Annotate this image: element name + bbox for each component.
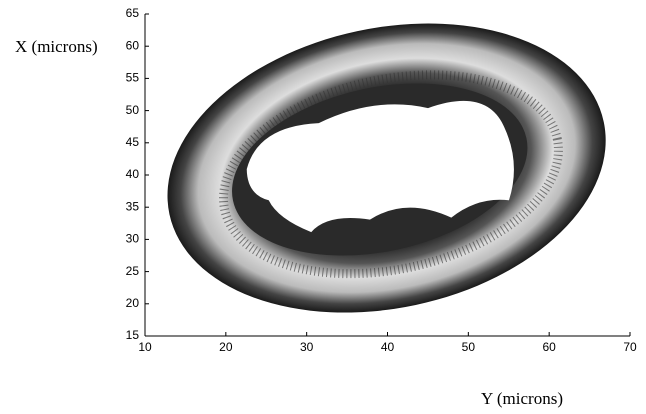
- x-tick-label: 30: [300, 340, 314, 354]
- x-tick-label: 20: [219, 340, 233, 354]
- y-tick-label: 25: [126, 264, 140, 278]
- y-tick-label: 20: [126, 296, 140, 310]
- x-tick-label: 10: [138, 340, 152, 354]
- x-tick-label: 60: [542, 340, 556, 354]
- y-tick-label: 30: [126, 232, 140, 246]
- y-axis-label: X (microns): [15, 37, 98, 56]
- y-tick-label: 55: [126, 71, 140, 85]
- y-tick-label: 50: [126, 103, 140, 117]
- y-tick-label: 40: [126, 167, 140, 181]
- x-tick-label: 50: [462, 340, 476, 354]
- x-tick-label: 40: [381, 340, 395, 354]
- y-tick-label: 15: [126, 328, 140, 342]
- y-tick-label: 45: [126, 135, 140, 149]
- x-axis-label: Y (microns): [481, 389, 563, 408]
- y-tick-label: 65: [126, 6, 140, 20]
- x-tick-label: 70: [623, 340, 637, 354]
- intensity-image: [167, 23, 606, 313]
- y-tick-label: 35: [126, 199, 140, 213]
- y-tick-label: 60: [126, 38, 140, 52]
